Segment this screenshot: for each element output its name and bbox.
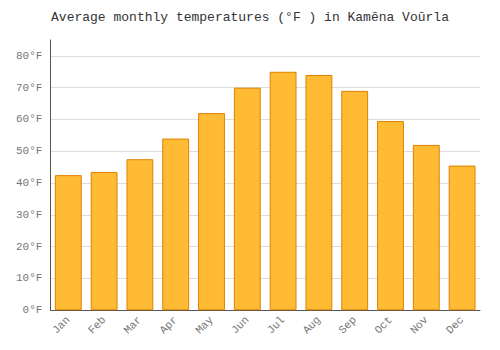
- svg-text:50°F: 50°F: [16, 145, 42, 157]
- svg-text:Dec: Dec: [444, 314, 466, 336]
- svg-text:Feb: Feb: [86, 314, 108, 336]
- svg-text:20°F: 20°F: [16, 241, 42, 253]
- svg-text:Oct: Oct: [372, 314, 394, 336]
- svg-text:May: May: [193, 314, 216, 337]
- svg-text:Apr: Apr: [157, 314, 179, 336]
- svg-text:Sep: Sep: [336, 314, 358, 336]
- svg-text:60°F: 60°F: [16, 113, 42, 125]
- svg-text:0°F: 0°F: [23, 304, 43, 316]
- svg-text:Mar: Mar: [122, 314, 144, 336]
- svg-text:Jul: Jul: [265, 314, 287, 336]
- svg-text:Jan: Jan: [50, 314, 72, 336]
- svg-text:70°F: 70°F: [16, 82, 42, 94]
- svg-text:Nov: Nov: [408, 314, 431, 337]
- svg-text:80°F: 80°F: [16, 50, 42, 62]
- svg-text:Aug: Aug: [301, 314, 323, 336]
- svg-text:Jun: Jun: [229, 314, 251, 336]
- svg-text:30°F: 30°F: [16, 209, 42, 221]
- svg-text:40°F: 40°F: [16, 177, 42, 189]
- svg-text:Average monthly temperatures (: Average monthly temperatures (°F ) in Ka…: [51, 10, 449, 25]
- svg-text:10°F: 10°F: [16, 272, 42, 284]
